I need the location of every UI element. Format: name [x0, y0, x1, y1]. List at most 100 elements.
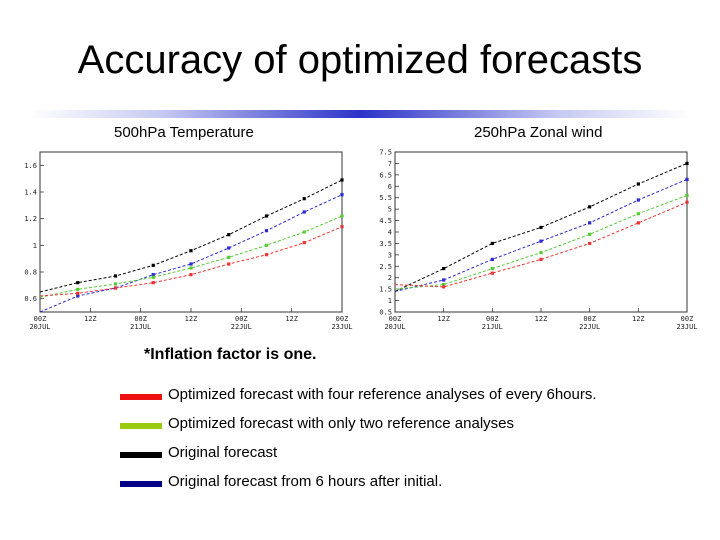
legend-label: Optimized forecast with only two referen…: [168, 415, 514, 432]
x-tick-label: 00Z 23JUL: [331, 315, 352, 331]
data-point: [588, 232, 592, 236]
y-tick-label: 0.6: [24, 295, 37, 303]
data-point: [588, 205, 592, 209]
y-tick-label: 1.6: [24, 162, 37, 170]
data-point: [636, 182, 640, 186]
data-point: [490, 271, 494, 275]
data-point: [442, 278, 446, 282]
legend-label: Optimized forecast with four reference a…: [168, 386, 597, 403]
x-tick-label: 00Z 23JUL: [676, 315, 697, 331]
y-tick-label: 7.5: [379, 149, 392, 157]
data-point: [302, 241, 306, 245]
plot-frame: [394, 151, 688, 313]
x-tick-label: 12Z: [84, 315, 97, 323]
y-tick-label: 2: [388, 274, 392, 282]
slide-title: Accuracy of optimized forecasts: [77, 38, 643, 82]
plot-frame: [39, 151, 343, 313]
data-point: [189, 262, 193, 266]
legend-swatch-green: [120, 423, 162, 429]
data-point: [636, 198, 640, 202]
data-point: [189, 266, 193, 270]
data-point: [151, 273, 155, 277]
data-point: [264, 229, 269, 233]
y-tick-label: 6: [388, 183, 392, 191]
data-point: [539, 225, 543, 230]
y-tick-label: 1.2: [24, 215, 37, 223]
data-point: [636, 221, 640, 225]
x-tick-label: 00Z 22JUL: [231, 315, 252, 331]
data-point: [442, 285, 446, 289]
data-point: [302, 210, 306, 214]
data-point: [340, 178, 344, 182]
data-point: [76, 281, 80, 285]
data-point: [189, 273, 193, 277]
data-point: [490, 257, 494, 262]
x-tick-label: 00Z 22JUL: [579, 315, 600, 331]
legend-swatch-black: [120, 452, 162, 458]
data-point: [302, 230, 306, 234]
y-tick-label: 1: [388, 297, 392, 305]
x-tick-label: 00Z 21JUL: [130, 315, 151, 331]
data-point: [685, 200, 689, 204]
data-point: [151, 281, 155, 285]
y-tick-label: 1.5: [379, 286, 392, 294]
data-point: [264, 243, 269, 247]
y-tick-label: 7: [388, 160, 392, 168]
legend-swatch-blue: [120, 481, 162, 487]
data-point: [442, 282, 446, 287]
data-point: [539, 239, 543, 243]
data-point: [539, 257, 543, 262]
y-tick-label: 4.5: [379, 217, 392, 225]
data-point: [685, 193, 689, 198]
x-tick-label: 12Z: [535, 315, 548, 323]
title-divider: [30, 110, 690, 118]
chart-title-temperature: 500hPa Temperature: [114, 124, 254, 141]
data-point: [151, 275, 155, 279]
y-tick-label: 0.8: [24, 269, 37, 277]
data-point: [113, 286, 118, 290]
data-point: [227, 246, 231, 250]
data-point: [227, 233, 231, 237]
data-point: [76, 287, 80, 291]
data-point: [685, 177, 689, 182]
x-tick-label: 12Z: [185, 315, 198, 323]
data-point: [490, 241, 494, 246]
chart-title-zonal-wind: 250hPa Zonal wind: [474, 124, 603, 141]
data-point: [588, 241, 592, 246]
data-point: [76, 294, 80, 298]
y-tick-label: 3: [388, 251, 392, 259]
data-point: [113, 282, 118, 286]
data-point: [340, 193, 344, 197]
data-point: [302, 197, 306, 201]
y-tick-label: 1.4: [24, 189, 37, 197]
data-point: [636, 212, 640, 216]
data-point: [490, 266, 494, 271]
data-point: [588, 221, 592, 225]
data-point: [340, 225, 344, 229]
inflation-note: *Inflation factor is one.: [144, 346, 317, 363]
series-line: [39, 215, 343, 298]
data-point: [264, 214, 269, 218]
x-tick-label: 00Z 20JUL: [29, 315, 50, 331]
zonal-wind-chart: 0.5 1 1.5 2 2.5 3 3.5 4 4.5 5 5.5 6 6.5 7 7.5 00Z 20JUL 1…: [379, 149, 697, 332]
data-point: [340, 214, 344, 218]
data-point: [227, 255, 231, 259]
data-point: [151, 263, 155, 267]
data-point: [685, 161, 689, 166]
x-tick-label: 00Z 20JUL: [384, 315, 405, 331]
x-tick-label: 00Z 21JUL: [482, 315, 503, 331]
data-point: [264, 253, 269, 257]
y-tick-label: 4: [388, 229, 392, 237]
y-tick-label: 5.5: [379, 194, 392, 202]
temperature-chart: 0.6 0.8 1 1.2 1.4 1.6 00Z 20JUL 12Z 00Z 21JUL 12Z 00…: [24, 151, 353, 331]
legend-label: Original forecast: [168, 444, 278, 461]
y-tick-label: 2.5: [379, 263, 392, 271]
data-point: [189, 249, 193, 253]
x-tick-label: 12Z: [437, 315, 450, 323]
legend-swatch-red: [120, 394, 162, 400]
data-point: [442, 266, 446, 271]
y-tick-label: 3.5: [379, 240, 392, 248]
data-point: [113, 274, 118, 278]
y-tick-label: 5: [388, 206, 392, 214]
legend-label: Original forecast from 6 hours after ini…: [168, 473, 443, 490]
